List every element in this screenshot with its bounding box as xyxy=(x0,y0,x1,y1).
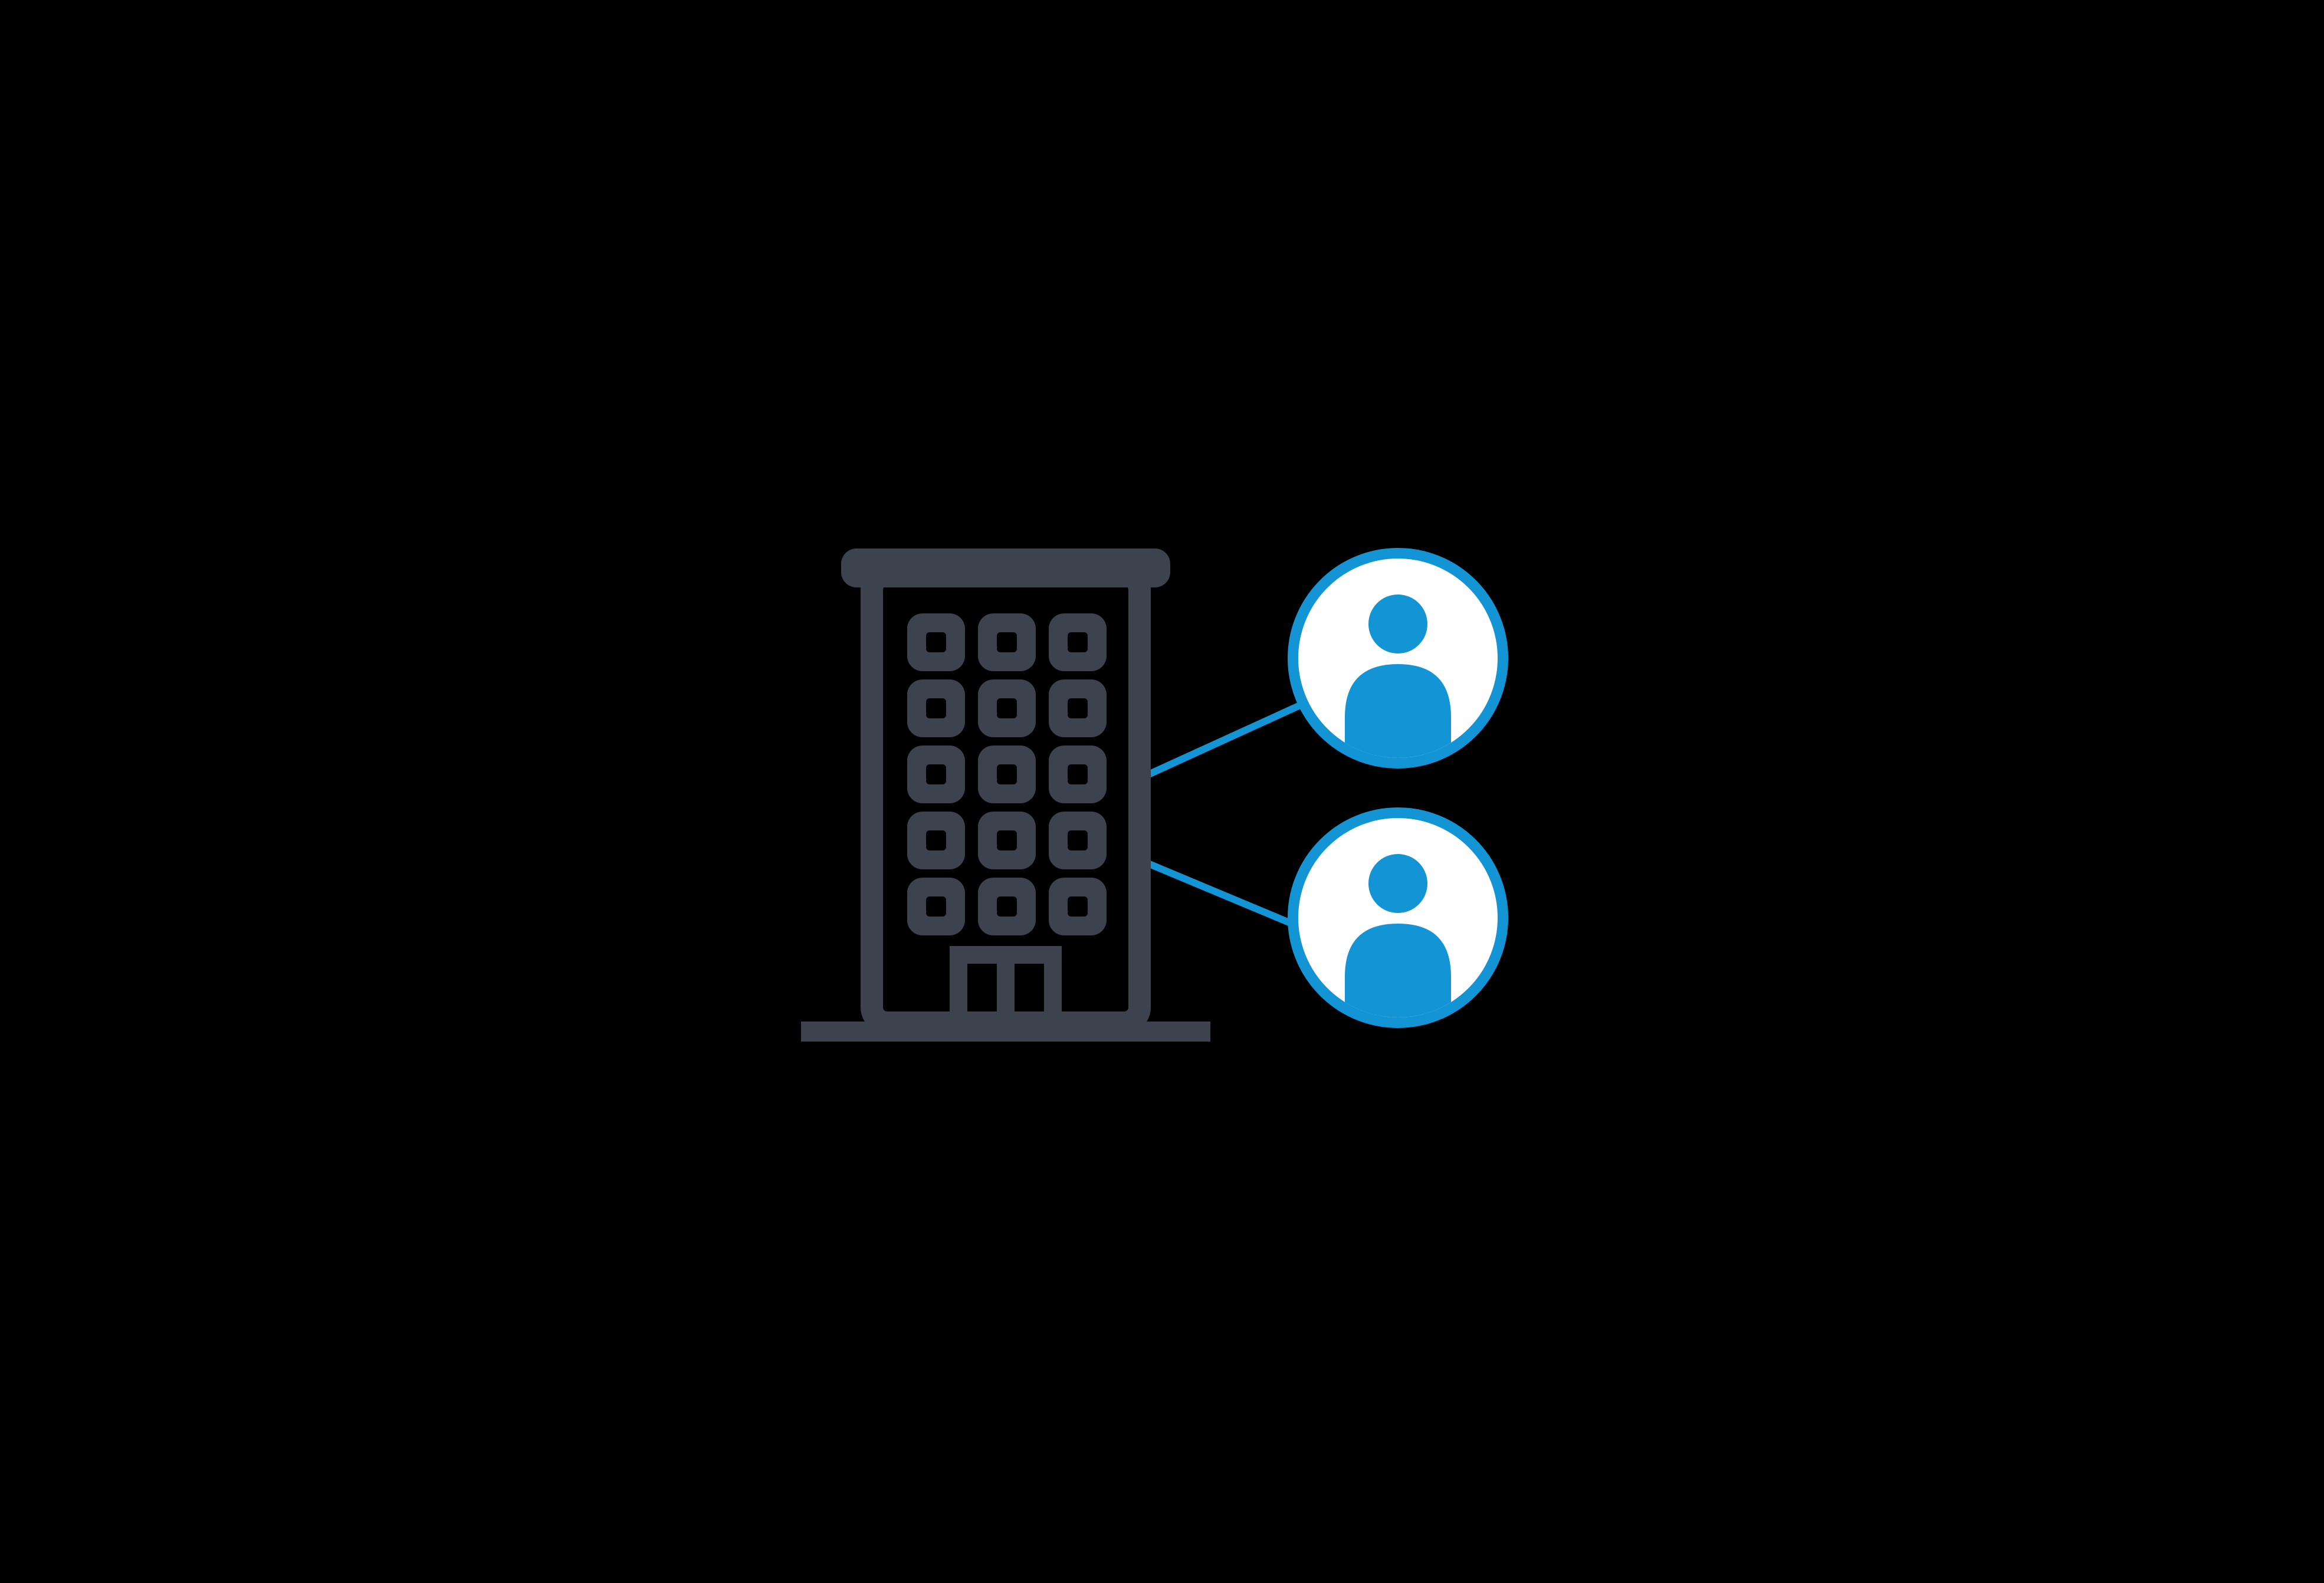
window-icon xyxy=(1049,745,1107,803)
window-icon xyxy=(978,613,1036,671)
window-icon xyxy=(1049,613,1107,671)
window-icon xyxy=(978,812,1036,869)
window-icon xyxy=(907,679,965,737)
building-door xyxy=(950,946,1062,1023)
window-icon xyxy=(1049,812,1107,869)
window-icon xyxy=(978,745,1036,803)
diagram-root xyxy=(773,526,1551,1057)
window-icon xyxy=(907,812,965,869)
diagram-svg xyxy=(773,526,1551,1057)
window-icon xyxy=(1049,679,1107,737)
window-icon xyxy=(978,679,1036,737)
window-icon xyxy=(978,878,1036,935)
window-icon xyxy=(907,878,965,935)
window-icon xyxy=(907,613,965,671)
building-icon xyxy=(801,549,1210,1042)
building-base xyxy=(801,1022,1210,1042)
window-icon xyxy=(1049,878,1107,935)
window-icon xyxy=(907,745,965,803)
building-roof xyxy=(841,549,1170,587)
building-windows xyxy=(907,613,1107,935)
